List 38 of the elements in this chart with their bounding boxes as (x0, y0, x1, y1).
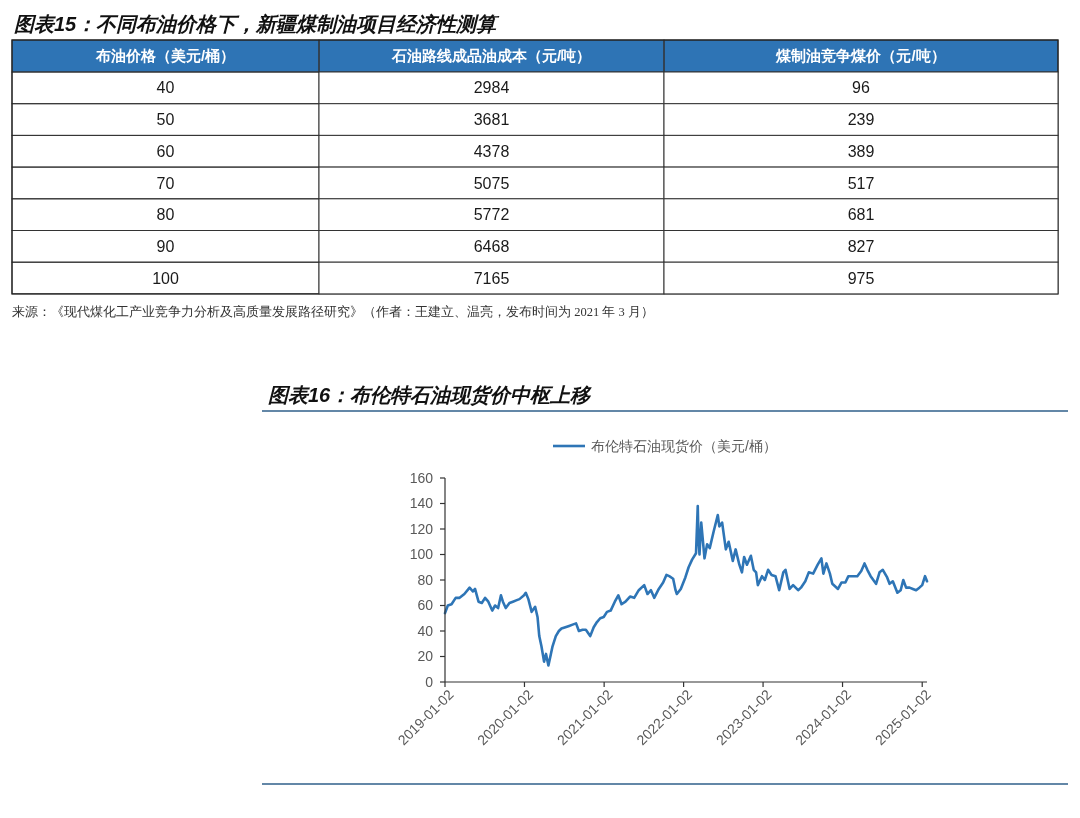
y-tick-label: 40 (156, 79, 175, 97)
y-tick-label: 80 (417, 571, 434, 588)
y-tick-label: 140 (409, 495, 434, 512)
data-label: 5075 (473, 174, 510, 192)
data-label: 681 (847, 206, 875, 224)
y-tick-label: 90 (156, 237, 175, 255)
data-label: 517 (847, 174, 875, 192)
y-tick-label: 20 (417, 648, 434, 665)
y-tick-label: 100 (409, 546, 434, 563)
data-label: 239 (847, 111, 875, 129)
chart-title: 图表15：不同布油价格下，新疆煤制油项目经济性测算 (14, 13, 501, 35)
legend-label: 布伦特石油现货价（美元/桶） (591, 437, 777, 454)
data-label: 3681 (473, 111, 510, 129)
data-label: 6468 (473, 237, 510, 255)
y-tick-label: 160 (409, 469, 434, 486)
y-tick-label: 120 (409, 520, 434, 537)
x-tick-label: 石油路线成品油成本（元/吨） (390, 47, 592, 65)
y-axis-title: 布油价格（美元/桶） (94, 47, 236, 65)
y-tick-label: 80 (156, 206, 175, 224)
data-label: 5772 (473, 206, 510, 224)
data-label: 389 (847, 142, 875, 160)
y-tick-label: 60 (156, 142, 175, 160)
y-tick-label: 40 (417, 622, 434, 639)
y-tick-label: 0 (425, 673, 434, 690)
annotation: 来源：《现代煤化工产业竞争力分析及高质量发展路径研究》（作者：王建立、温亮，发布时间为 2021 年 3 月） (12, 303, 654, 319)
data-label: 4378 (473, 142, 510, 160)
data-label: 7165 (473, 269, 510, 287)
line-series (443, 504, 929, 667)
data-label: 975 (847, 269, 875, 287)
data-label: 827 (847, 237, 875, 255)
y-tick-label: 60 (417, 597, 434, 614)
y-tick-label: 100 (152, 269, 179, 287)
data-label: 96 (852, 79, 870, 97)
data-label: 2984 (473, 79, 510, 97)
y-tick-label: 50 (156, 111, 175, 129)
chart-title: 图表16：布伦特石油现货价中枢上移 (268, 384, 593, 406)
y-tick-label: 70 (156, 174, 175, 192)
x-tick-label: 煤制油竞争煤价（元/吨） (775, 47, 946, 65)
